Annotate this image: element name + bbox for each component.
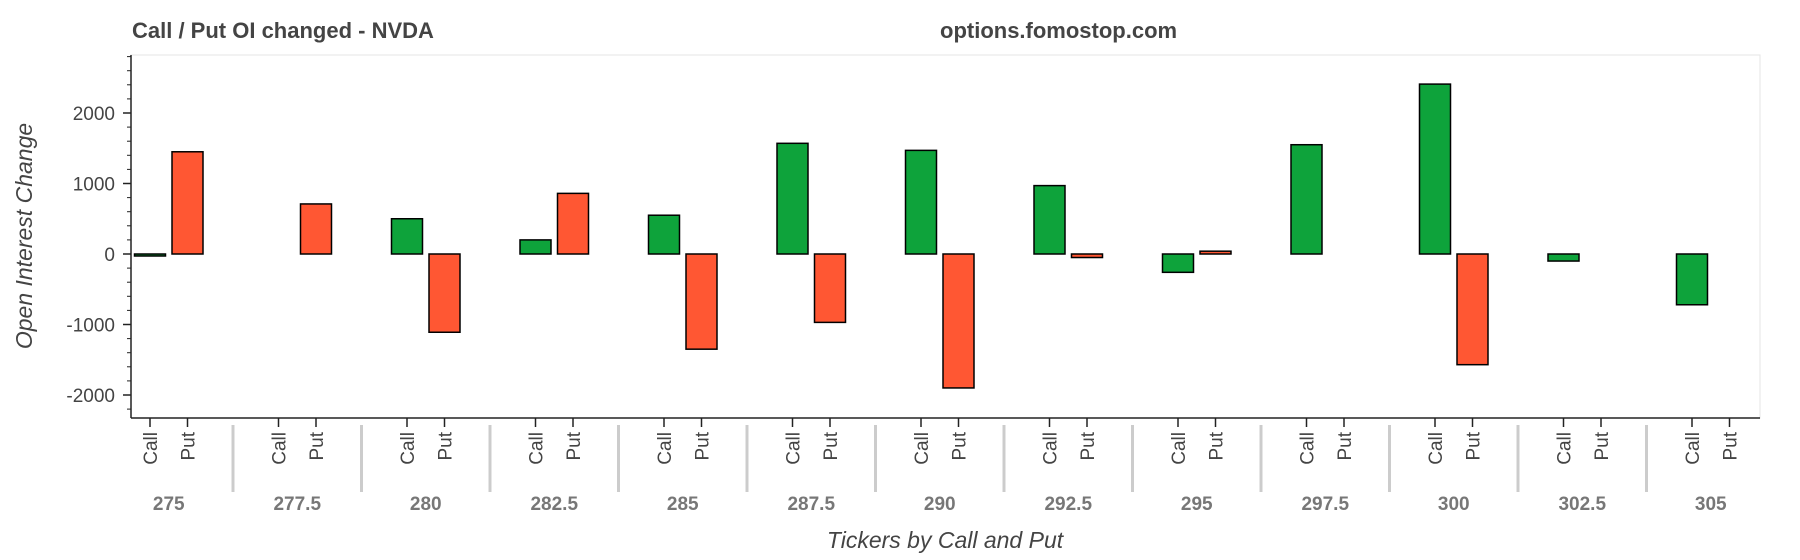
y-axis: -2000 -1000 0 1000 2000 <box>66 55 132 418</box>
bar-put-290 <box>942 253 975 389</box>
y-tick-label: 2000 <box>73 104 115 125</box>
bar-put-295 <box>1199 250 1232 255</box>
bar-call-290 <box>904 149 938 255</box>
x-group-label: 275 <box>153 494 185 515</box>
x-subtick-label-call: Call <box>1683 432 1704 465</box>
bar-put-292.5 <box>1070 253 1104 259</box>
x-group-label: 282.5 <box>530 494 578 515</box>
x-subtick-label-put: Put <box>950 431 971 460</box>
x-subtick-label-put: Put <box>179 431 200 460</box>
x-subtick-label-call: Call <box>655 432 676 465</box>
x-subtick-label-call: Call <box>1298 432 1319 465</box>
bar-put-287.5 <box>813 253 847 324</box>
y-axis-title: Open Interest Change <box>11 123 37 349</box>
x-subtick-label-put: Put <box>1464 431 1485 460</box>
bar-call-302.5 <box>1547 253 1580 262</box>
x-subtick-label-put: Put <box>1335 431 1356 460</box>
x-subtick-label-call: Call <box>141 432 162 465</box>
x-group-label: 305 <box>1695 494 1727 515</box>
x-group-label: 295 <box>1181 494 1213 515</box>
x-subtick-label-call: Call <box>527 432 548 465</box>
x-subtick-label-put: Put <box>693 431 714 460</box>
bar-call-287.5 <box>776 142 809 255</box>
x-subtick-label-put: Put <box>1207 431 1228 460</box>
x-subtick-label-put: Put <box>436 431 457 460</box>
bars-layer <box>133 83 1709 389</box>
bar-put-280 <box>428 253 461 334</box>
x-subtick-label-call: Call <box>1041 432 1062 465</box>
x-subtick-label-call: Call <box>1555 432 1576 465</box>
x-group-label: 287.5 <box>787 494 835 515</box>
x-group-label: 290 <box>924 494 956 515</box>
bar-call-292.5 <box>1033 184 1066 255</box>
y-tick-label: 0 <box>104 245 115 266</box>
bar-put-277.5 <box>299 203 333 255</box>
x-subtick-label-put: Put <box>1721 431 1742 460</box>
bar-call-305 <box>1675 253 1709 306</box>
site-label: options.fomostop.com <box>940 18 1177 43</box>
bar-call-275 <box>133 253 167 257</box>
x-axis-title: Tickers by Call and Put <box>827 527 1065 553</box>
x-subtick-label-put: Put <box>821 431 842 460</box>
x-axis: Call Put 275 Call Put 277.5 Call Put 280 Call Put 2… <box>131 417 1760 515</box>
chart-title: Call / Put OI changed - NVDA <box>132 18 434 43</box>
y-tick-label: -1000 <box>66 316 115 337</box>
bar-call-295 <box>1161 253 1195 274</box>
x-subtick-label-call: Call <box>398 432 419 465</box>
bar-call-297.5 <box>1290 143 1323 255</box>
x-group-label: 292.5 <box>1044 494 1092 515</box>
y-tick-label: 1000 <box>73 175 115 196</box>
x-subtick-label-call: Call <box>912 432 933 465</box>
x-group-label: 300 <box>1438 494 1470 515</box>
bar-call-282.5 <box>519 239 552 255</box>
x-group-label: 302.5 <box>1558 494 1606 515</box>
y-tick-label: -2000 <box>66 386 115 407</box>
bar-put-275 <box>171 151 204 255</box>
x-subtick-label-put: Put <box>1592 431 1613 460</box>
bar-put-285 <box>685 253 718 350</box>
x-group-label: 297.5 <box>1301 494 1349 515</box>
x-group-label: 280 <box>410 494 442 515</box>
bar-call-285 <box>647 214 681 255</box>
x-group-label: 277.5 <box>273 494 321 515</box>
x-subtick-label-put: Put <box>1078 431 1099 460</box>
x-subtick-label-call: Call <box>1426 432 1447 465</box>
bar-call-280 <box>390 218 424 255</box>
x-subtick-label-put: Put <box>564 431 585 460</box>
x-group-label: 285 <box>667 494 699 515</box>
bar-put-300 <box>1456 253 1489 366</box>
x-subtick-label-call: Call <box>270 432 291 465</box>
x-subtick-label-call: Call <box>784 432 805 465</box>
x-subtick-label-call: Call <box>1169 432 1190 465</box>
x-subtick-label-put: Put <box>307 431 328 460</box>
bar-put-282.5 <box>556 192 590 255</box>
bar-call-300 <box>1418 83 1452 255</box>
